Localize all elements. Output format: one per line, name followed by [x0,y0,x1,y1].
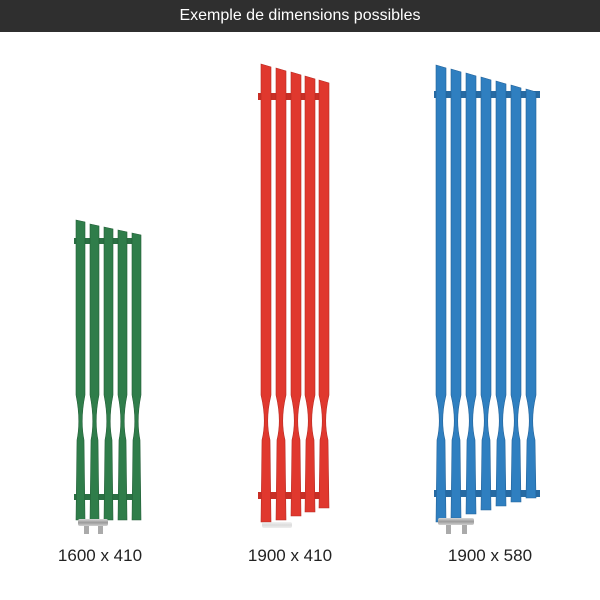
bar [510,84,522,503]
header-title: Exemple de dimensions possibles [179,7,421,24]
caption-blue: 1900 x 580 [447,546,533,565]
bar [75,219,86,521]
valve-icon [438,518,474,534]
bar [260,63,272,523]
radiator-green [74,219,142,534]
radiator-illustration [74,63,540,534]
valve-icon [78,519,108,534]
bar [318,79,330,509]
bar [450,68,462,519]
caption-red: 1900 x 410 [247,546,333,565]
bar [495,80,507,507]
bar [480,76,492,511]
bar [304,75,316,513]
bar [290,71,302,517]
bar [275,67,287,521]
bar [117,229,128,521]
bar [435,64,447,523]
radiator-blue [434,64,540,534]
bar [131,232,142,521]
bar [525,88,537,499]
caption-green: 1600 x 410 [57,546,143,565]
header-bar: Exemple de dimensions possibles [0,0,600,32]
valve-icon [262,522,292,528]
radiator-red [258,63,330,528]
bar [89,223,100,521]
bar [465,72,477,515]
bar [103,226,114,521]
